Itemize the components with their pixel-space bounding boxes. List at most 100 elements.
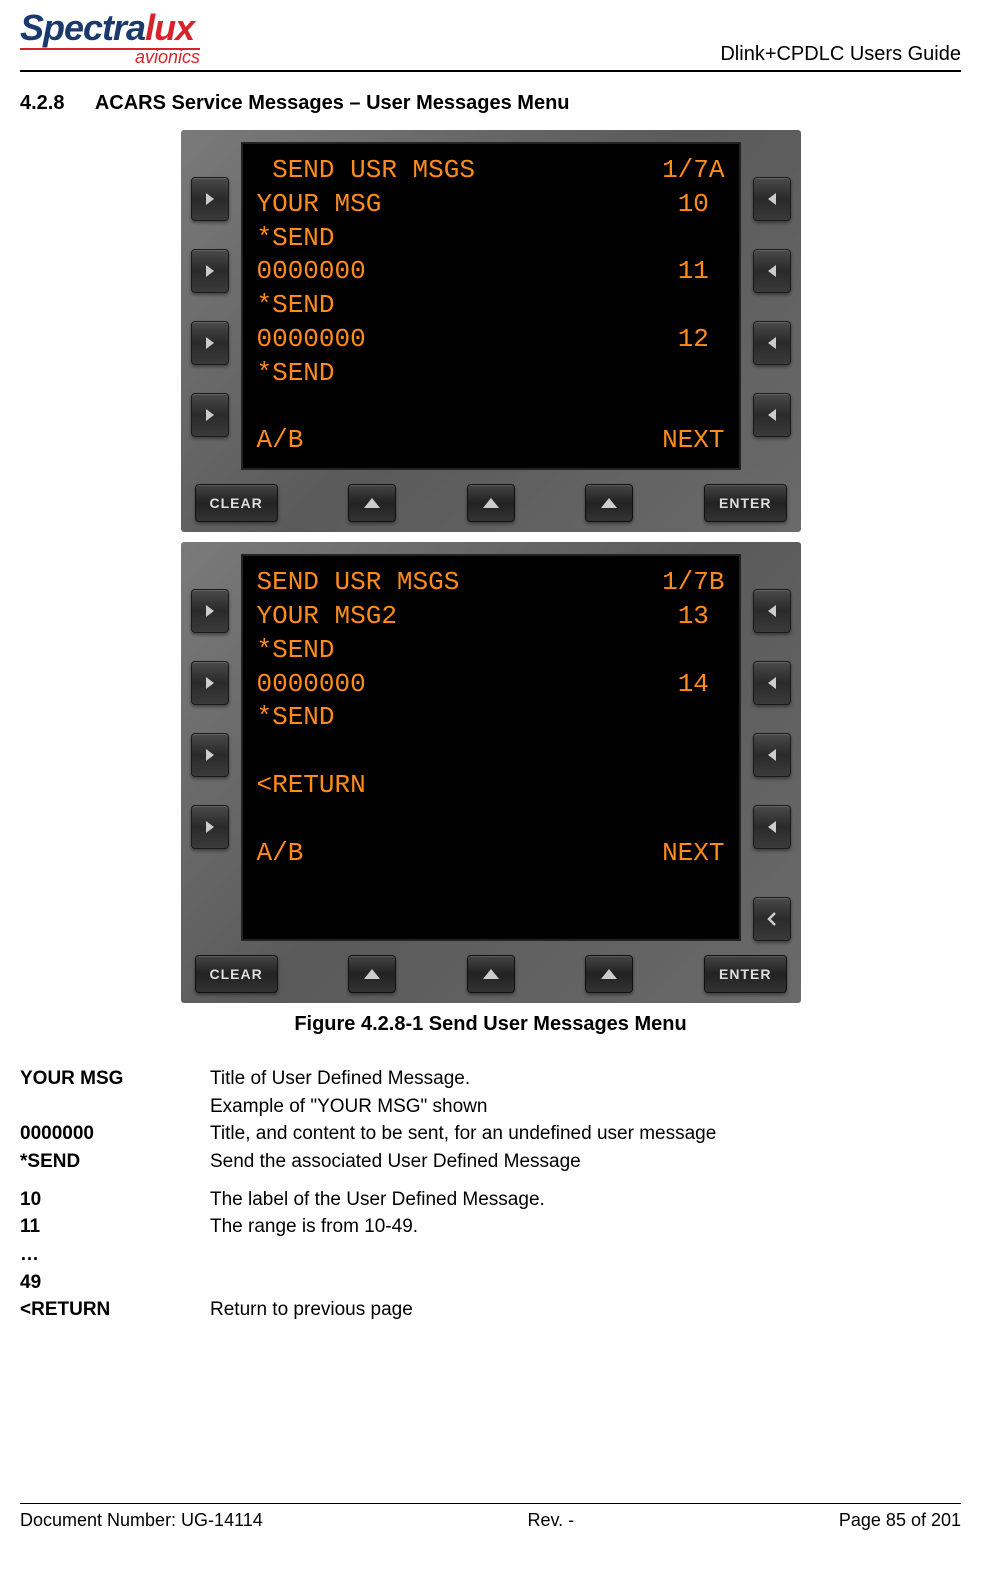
nav-left-button[interactable]: [753, 897, 791, 941]
definition-row: <RETURNReturn to previous page: [20, 1297, 961, 1323]
screen-text-left: YOUR MSG: [257, 188, 382, 222]
screen-text-left: *SEND: [257, 701, 335, 735]
screen-text-left: *SEND: [257, 289, 335, 323]
screen-line: 0000000 12: [257, 323, 725, 357]
definition-row: 10The label of the User Defined Message.: [20, 1187, 961, 1213]
screen-text-right: 11: [678, 255, 725, 289]
line-select-key-left[interactable]: [191, 249, 229, 293]
line-select-key-left[interactable]: [191, 805, 229, 849]
device-panel: SEND USR MSGS 1/7BYOUR MSG213 *SEND000000…: [181, 542, 801, 1003]
screen-line: 0000000 14: [257, 668, 725, 702]
definition-description: Title of User Defined Message.: [210, 1066, 961, 1092]
screen-line: [257, 735, 725, 769]
up-arrow-button[interactable]: [467, 484, 515, 522]
bottom-button-bar: CLEAR ENTER: [191, 955, 791, 993]
screen-text-right: NEXT: [662, 837, 724, 871]
section-title: 4.2.8 ACARS Service Messages – User Mess…: [20, 92, 961, 115]
spacer: [20, 1177, 961, 1187]
definition-term: YOUR MSG: [20, 1066, 210, 1092]
screen-line: YOUR MSG213: [257, 600, 725, 634]
page-number: Page 85 of 201: [839, 1510, 961, 1531]
line-select-key-right[interactable]: [753, 589, 791, 633]
up-arrow-button[interactable]: [585, 484, 633, 522]
up-arrow-button[interactable]: [467, 955, 515, 993]
screen-line: <RETURN: [257, 769, 725, 803]
line-select-key-right[interactable]: [753, 733, 791, 777]
definition-row: *SENDSend the associated User Defined Me…: [20, 1149, 961, 1175]
up-arrow-button[interactable]: [585, 955, 633, 993]
bottom-button-bar: CLEAR ENTER: [191, 484, 791, 522]
definition-row: Example of "YOUR MSG" shown: [20, 1094, 961, 1120]
left-side-buttons: [191, 142, 229, 470]
screen-line: *SEND: [257, 222, 725, 256]
screen-text-right: NEXT: [662, 424, 724, 458]
screen-text-right: 12: [678, 323, 725, 357]
section-heading: ACARS Service Messages – User Messages M…: [95, 92, 570, 114]
screen-line: *SEND: [257, 289, 725, 323]
definition-description: [210, 1270, 961, 1296]
section-number: 4.2.8: [20, 92, 90, 115]
screen-text-left: 0000000: [257, 323, 366, 357]
definition-description: The range is from 10-49.: [210, 1214, 961, 1240]
definition-row: 11The range is from 10-49.: [20, 1214, 961, 1240]
up-arrow-button[interactable]: [348, 484, 396, 522]
screen-text-right: 10: [678, 188, 725, 222]
clear-button[interactable]: CLEAR: [195, 484, 278, 522]
logo-subtitle: avionics: [20, 48, 200, 66]
line-select-key-left[interactable]: [191, 733, 229, 777]
screen-text-right: 14: [678, 668, 725, 702]
device-panel: SEND USR MSGS1/7AYOUR MSG10 *SEND0000000…: [181, 130, 801, 532]
definition-description: [210, 1242, 961, 1268]
enter-button[interactable]: ENTER: [704, 484, 786, 522]
guide-title: Dlink+CPDLC Users Guide: [720, 43, 961, 66]
enter-button[interactable]: ENTER: [704, 955, 786, 993]
up-arrow-button[interactable]: [348, 955, 396, 993]
screen-text-left: A/B: [257, 424, 304, 458]
line-select-key-right[interactable]: [753, 661, 791, 705]
screen-text-left: 0000000: [257, 668, 366, 702]
definition-term: 11: [20, 1214, 210, 1240]
screen-line: SEND USR MSGS 1/7B: [257, 566, 725, 600]
line-select-key-left[interactable]: [191, 589, 229, 633]
screen-text-left: *SEND: [257, 357, 335, 391]
definition-description: Send the associated User Defined Message: [210, 1149, 961, 1175]
logo-text-2: lux: [145, 7, 194, 48]
definitions-table: YOUR MSGTitle of User Defined Message.Ex…: [20, 1066, 961, 1323]
line-select-key-right[interactable]: [753, 249, 791, 293]
screen-line: A/BNEXT: [257, 837, 725, 871]
screen-text-left: *SEND: [257, 634, 335, 668]
left-side-buttons: [191, 554, 229, 941]
definition-description: Title, and content to be sent, for an un…: [210, 1121, 961, 1147]
figure-caption: Figure 4.2.8-1 Send User Messages Menu: [20, 1013, 961, 1036]
line-select-key-left[interactable]: [191, 393, 229, 437]
line-select-key-left[interactable]: [191, 661, 229, 705]
right-side-buttons: [753, 554, 791, 941]
logo-main: Spectralux: [20, 10, 200, 46]
definition-description: The label of the User Defined Message.: [210, 1187, 961, 1213]
line-select-key-left[interactable]: [191, 321, 229, 365]
definition-row: …: [20, 1242, 961, 1268]
definition-term: …: [20, 1242, 210, 1268]
right-side-buttons: [753, 142, 791, 470]
definition-term: 10: [20, 1187, 210, 1213]
clear-button[interactable]: CLEAR: [195, 955, 278, 993]
line-select-key-left[interactable]: [191, 177, 229, 221]
screen-line: *SEND: [257, 357, 725, 391]
line-select-key-right[interactable]: [753, 321, 791, 365]
definition-term: 49: [20, 1270, 210, 1296]
definition-term: 0000000: [20, 1121, 210, 1147]
screen-text-left: *SEND: [257, 222, 335, 256]
definition-row: 49: [20, 1270, 961, 1296]
screen-line: [257, 803, 725, 837]
definition-term: [20, 1094, 210, 1120]
definition-row: 0000000Title, and content to be sent, fo…: [20, 1121, 961, 1147]
definition-term: <RETURN: [20, 1297, 210, 1323]
screen-text-left: SEND USR MSGS: [257, 566, 460, 600]
screen-text-left: YOUR MSG2: [257, 600, 397, 634]
screen-line: SEND USR MSGS1/7A: [257, 154, 725, 188]
line-select-key-right[interactable]: [753, 177, 791, 221]
definition-description: Example of "YOUR MSG" shown: [210, 1094, 961, 1120]
line-select-key-right[interactable]: [753, 393, 791, 437]
line-select-key-right[interactable]: [753, 805, 791, 849]
screen-text-right: 1/7B: [662, 566, 724, 600]
